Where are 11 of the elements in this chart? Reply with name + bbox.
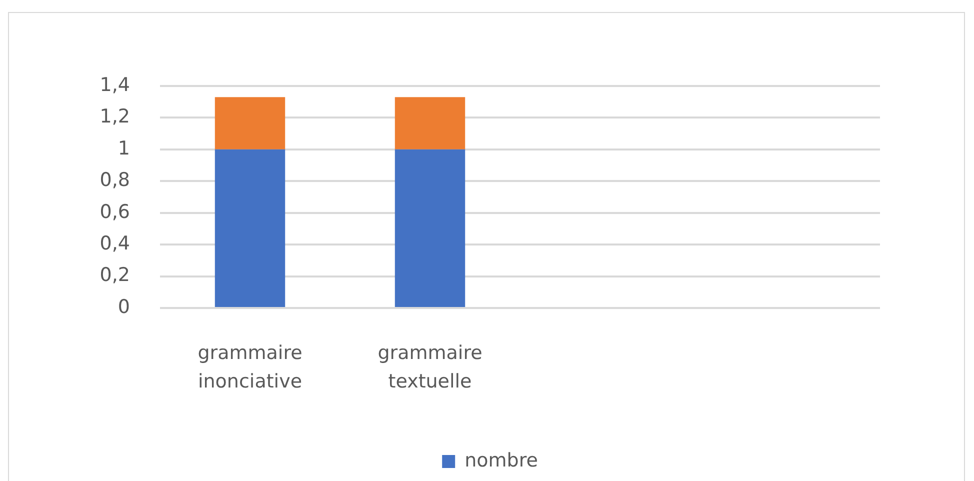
y-tick-label: 0,8	[100, 169, 130, 192]
x-tick-label: grammaire textuelle	[378, 342, 482, 393]
legend-label: nombre	[464, 449, 538, 472]
y-tick-label: 1	[118, 137, 130, 160]
x-tick-label: grammaire inonciative	[198, 342, 302, 393]
y-tick-label: 1,2	[100, 106, 130, 128]
y-tick-label: 0,2	[100, 264, 130, 286]
y-tick-label: 0,6	[100, 200, 130, 223]
y-tick-label: 0	[118, 296, 130, 318]
y-tick-label: 0,4	[100, 232, 130, 255]
y-tick-label: 1,4	[100, 74, 130, 96]
